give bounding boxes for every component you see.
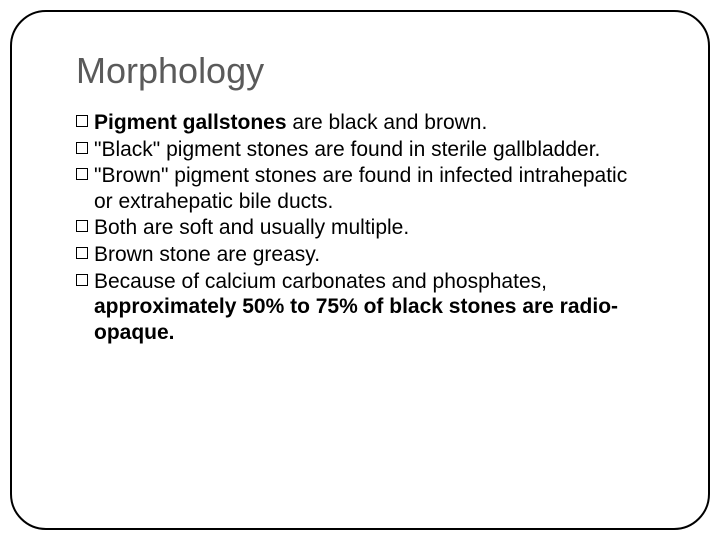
- list-item-text: Both are soft and usually multiple.: [94, 215, 409, 241]
- square-bullet-icon: [76, 168, 88, 180]
- slide-body: Pigment gallstones are black and brown."…: [76, 110, 644, 345]
- list-item: Pigment gallstones are black and brown.: [76, 110, 644, 136]
- list-item-text: "Brown" pigment stones are found in infe…: [94, 163, 644, 214]
- slide: Morphology Pigment gallstones are black …: [0, 0, 720, 540]
- square-bullet-icon: [76, 274, 88, 286]
- square-bullet-icon: [76, 220, 88, 232]
- list-item: "Black" pigment stones are found in ster…: [76, 137, 644, 163]
- square-bullet-icon: [76, 142, 88, 154]
- square-bullet-icon: [76, 115, 88, 127]
- list-item-text: Pigment gallstones are black and brown.: [94, 110, 487, 136]
- list-item-text: Because of calcium carbonates and phosph…: [94, 269, 644, 346]
- list-item: Brown stone are greasy.: [76, 242, 644, 268]
- square-bullet-icon: [76, 247, 88, 259]
- list-item-text: "Black" pigment stones are found in ster…: [94, 137, 600, 163]
- list-item-text: Brown stone are greasy.: [94, 242, 320, 268]
- list-item: "Brown" pigment stones are found in infe…: [76, 163, 644, 214]
- list-item: Because of calcium carbonates and phosph…: [76, 269, 644, 346]
- slide-title: Morphology: [76, 50, 668, 92]
- list-item: Both are soft and usually multiple.: [76, 215, 644, 241]
